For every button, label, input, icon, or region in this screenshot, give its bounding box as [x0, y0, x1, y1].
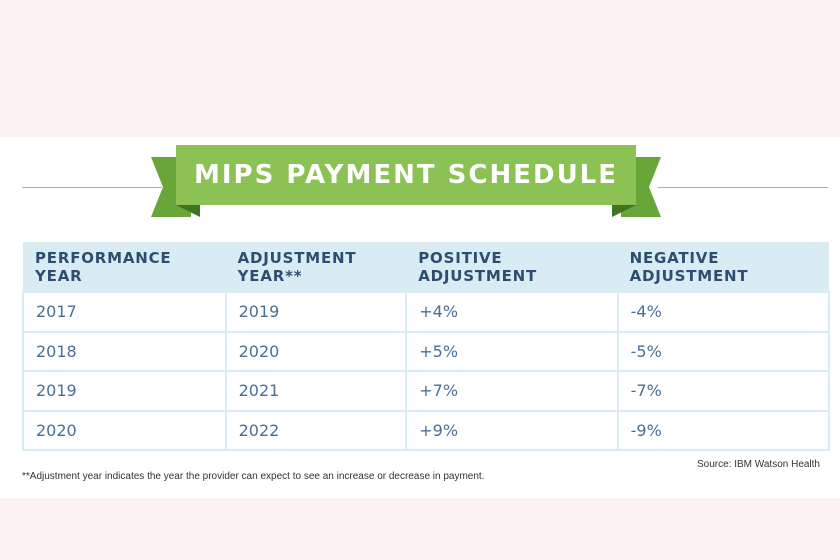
- table-cell: +7%: [405, 370, 619, 412]
- right-rule: [658, 187, 828, 188]
- left-rule: [22, 187, 162, 188]
- table-cell: +4%: [405, 291, 619, 333]
- table-cell: -4%: [616, 291, 831, 333]
- table-cell: 2020: [22, 409, 227, 451]
- column-header: PERFORMANCE YEAR: [23, 242, 226, 292]
- table-row: 2018 2020 +5% -5%: [22, 330, 831, 372]
- table-cell: 2017: [22, 291, 227, 333]
- table-row: 2017 2019 +4% -4%: [22, 291, 831, 333]
- column-header: ADJUSTMENT YEAR**: [225, 242, 407, 292]
- table-row: 2019 2021 +7% -7%: [22, 370, 831, 412]
- table-cell: -7%: [616, 370, 831, 412]
- column-header: NEGATIVE ADJUSTMENT: [617, 242, 829, 292]
- table-header-row: PERFORMANCE YEAR ADJUSTMENT YEAR** POSIT…: [23, 242, 829, 292]
- table-cell: 2020: [224, 330, 408, 372]
- schedule-card: MIPS PAYMENT SCHEDULE PERFORMANCE YEAR A…: [0, 137, 840, 498]
- column-header: POSITIVE ADJUSTMENT: [406, 242, 618, 292]
- table-cell: 2021: [224, 370, 408, 412]
- table-cell: 2018: [22, 330, 227, 372]
- payment-schedule-table: PERFORMANCE YEAR ADJUSTMENT YEAR** POSIT…: [22, 242, 831, 451]
- table-cell: +9%: [405, 409, 619, 451]
- table-cell: 2022: [224, 409, 408, 451]
- footnote: **Adjustment year indicates the year the…: [22, 471, 485, 482]
- source-credit: Source: IBM Watson Health: [696, 459, 820, 470]
- table-cell: +5%: [405, 330, 619, 372]
- table-cell: 2019: [224, 291, 408, 333]
- table-cell: 2019: [22, 370, 227, 412]
- table-row: 2020 2022 +9% -9%: [22, 409, 831, 451]
- page-title: MIPS PAYMENT SCHEDULE: [193, 160, 619, 190]
- table-cell: -9%: [616, 409, 831, 451]
- title-banner: MIPS PAYMENT SCHEDULE: [176, 145, 636, 205]
- table-cell: -5%: [616, 330, 831, 372]
